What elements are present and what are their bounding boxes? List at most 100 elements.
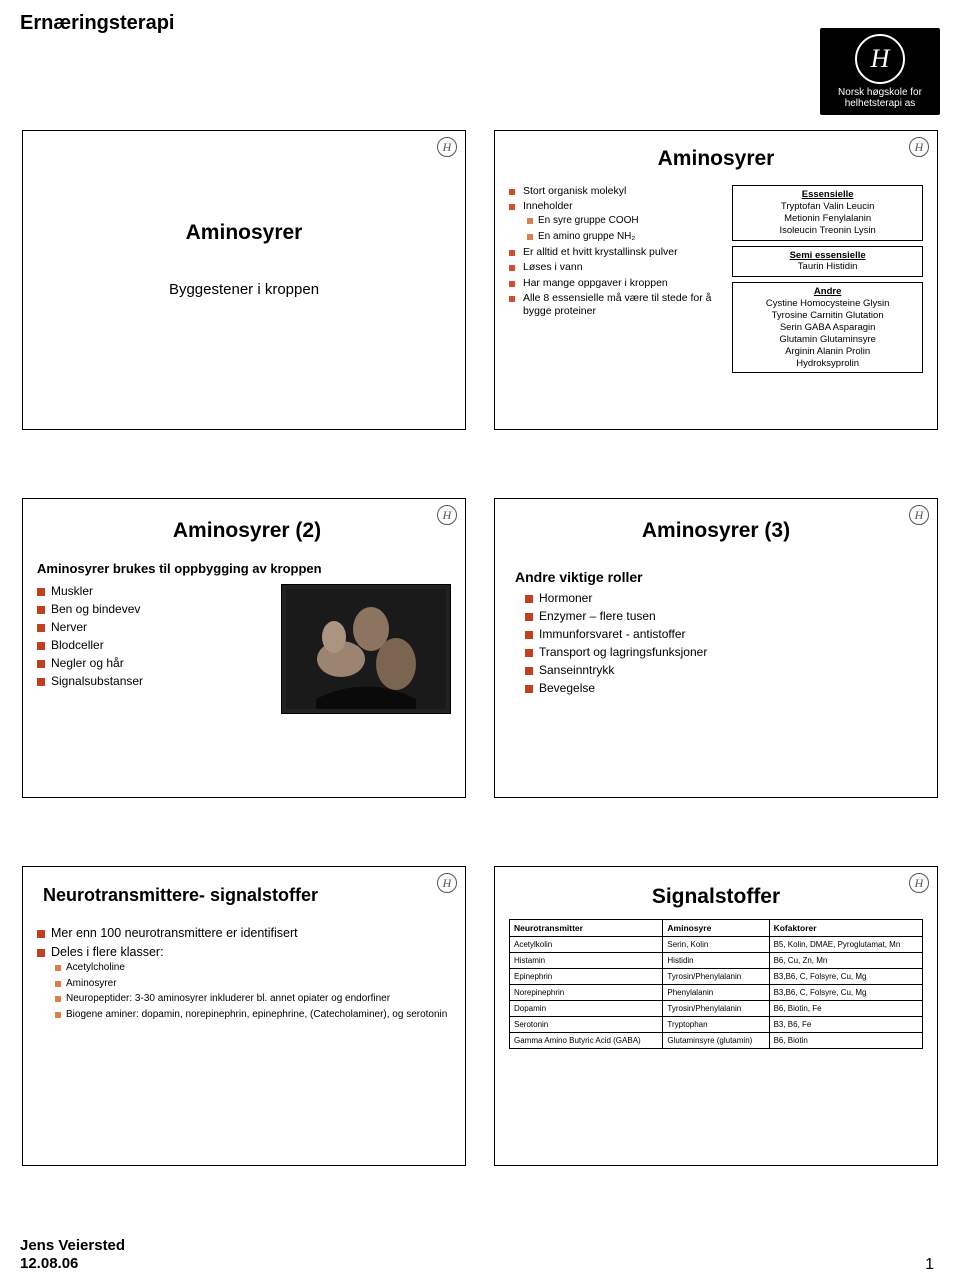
slide2-title: Aminosyrer bbox=[509, 147, 923, 171]
list-item: Stort organisk molekyl bbox=[509, 185, 724, 198]
logo-text-2: helhetsterapi as bbox=[828, 98, 932, 109]
table-cell: Acetylkolin bbox=[510, 937, 663, 953]
box-semi-body: Taurin Histidin bbox=[798, 261, 858, 272]
list-item: Biogene aminer: dopamin, norepinephrin, … bbox=[55, 1009, 451, 1022]
box-essensielle: Essensielle Tryptofan Valin Leucin Metio… bbox=[732, 185, 923, 241]
table-cell: Tyrosin/Phenylalanin bbox=[663, 1001, 769, 1017]
page-number: 1 bbox=[925, 1256, 934, 1274]
org-logo: H Norsk høgskole for helhetsterapi as bbox=[820, 28, 940, 115]
table-cell: Serotonin bbox=[510, 1017, 663, 1033]
slide-logo-icon: H bbox=[437, 505, 457, 525]
list-item: Neuropeptider: 3-30 aminosyrer inkludere… bbox=[55, 993, 451, 1006]
list-item: Enzymer – flere tusen bbox=[525, 609, 923, 624]
list-item: Transport og lagringsfunksjoner bbox=[525, 645, 923, 660]
signalstoffer-table: NeurotransmitterAminosyreKofaktorer Acet… bbox=[509, 919, 923, 1049]
list-item: Muskler bbox=[37, 584, 271, 599]
table-header: Kofaktorer bbox=[769, 920, 922, 937]
slide6-title: Signalstoffer bbox=[509, 885, 923, 909]
list-item: Mer enn 100 neurotransmittere er identif… bbox=[37, 926, 451, 942]
list-item: Har mange oppgaver i kroppen bbox=[509, 277, 724, 290]
slide-3: H Aminosyrer (2) Aminosyrer brukes til o… bbox=[22, 498, 466, 798]
box-andre-body: Cystine Homocysteine Glysin Tyrosine Car… bbox=[766, 298, 890, 368]
slide2-bullets: Stort organisk molekyl InneholderEn syre … bbox=[509, 185, 724, 318]
slide-1: H Aminosyrer Byggestener i kroppen bbox=[22, 130, 466, 430]
page-title: Ernæringsterapi bbox=[20, 12, 174, 35]
table-row: AcetylkolinSerin, KolinB5, Kolin, DMAE, … bbox=[510, 937, 923, 953]
box-andre: Andre Cystine Homocysteine Glysin Tyrosi… bbox=[732, 282, 923, 373]
slide3-lead: Aminosyrer brukes til oppbygging av krop… bbox=[37, 561, 451, 576]
list-item: Sanseinntrykk bbox=[525, 663, 923, 678]
table-row: Gamma Amino Butyric Acid (GABA)Glutamins… bbox=[510, 1033, 923, 1049]
table-cell: B6, Cu, Zn, Mn bbox=[769, 953, 922, 969]
table-cell: Tyrosin/Phenylalanin bbox=[663, 969, 769, 985]
table-cell: Dopamin bbox=[510, 1001, 663, 1017]
list-item: Acetylcholine bbox=[55, 962, 451, 975]
slide-logo-icon: H bbox=[909, 505, 929, 525]
table-row: DopaminTyrosin/PhenylalaninB6, Biotin, F… bbox=[510, 1001, 923, 1017]
table-header: Aminosyre bbox=[663, 920, 769, 937]
table-cell: Norepinephrin bbox=[510, 985, 663, 1001]
slide4-bullets: Hormoner Enzymer – flere tusen Immunforsva… bbox=[525, 591, 923, 696]
table-cell: Serin, Kolin bbox=[663, 937, 769, 953]
footer-date: 12.08.06 bbox=[20, 1255, 125, 1274]
table-header: Neurotransmitter bbox=[510, 920, 663, 937]
table-cell: B6, Biotin, Fe bbox=[769, 1001, 922, 1017]
slide5-title: Neurotransmittere- signalstoffer bbox=[43, 885, 451, 906]
list-item: Ben og bindevev bbox=[37, 602, 271, 617]
box-andre-hd: Andre bbox=[737, 286, 918, 298]
slide-logo-icon: H bbox=[909, 137, 929, 157]
slide1-title: Aminosyrer bbox=[37, 221, 451, 245]
box-semi: Semi essensielle Taurin Histidin bbox=[732, 246, 923, 278]
table-cell: Phenylalanin bbox=[663, 985, 769, 1001]
list-item: Nerver bbox=[37, 620, 271, 635]
table-cell: Epinephrin bbox=[510, 969, 663, 985]
slide3-title: Aminosyrer (2) bbox=[43, 519, 451, 543]
table-cell: B3, B6, Fe bbox=[769, 1017, 922, 1033]
table-cell: Glutaminsyre (glutamin) bbox=[663, 1033, 769, 1049]
list-item: Aminosyrer bbox=[55, 978, 451, 991]
list-item: InneholderEn syre gruppe COOHEn amino gr… bbox=[509, 200, 724, 243]
slide-logo-icon: H bbox=[437, 137, 457, 157]
table-cell: B3,B6, C, Folsyre, Cu, Mg bbox=[769, 985, 922, 1001]
table-cell: B6, Biotin bbox=[769, 1033, 922, 1049]
list-item: Bevegelse bbox=[525, 681, 923, 696]
slide-grid: H Aminosyrer Byggestener i kroppen H Ami… bbox=[22, 130, 938, 1166]
slide4-title: Aminosyrer (3) bbox=[509, 519, 923, 543]
muscle-photo bbox=[281, 584, 451, 714]
table-row: HistaminHistidinB6, Cu, Zn, Mn bbox=[510, 953, 923, 969]
list-item: Alle 8 essensielle må være til stede for… bbox=[509, 292, 724, 318]
slide-logo-icon: H bbox=[437, 873, 457, 893]
table-cell: B5, Kolin, DMAE, Pyroglutamat, Mn bbox=[769, 937, 922, 953]
table-row: EpinephrinTyrosin/PhenylalaninB3,B6, C, … bbox=[510, 969, 923, 985]
slide1-subtitle: Byggestener i kroppen bbox=[37, 281, 451, 298]
table-cell: Histidin bbox=[663, 953, 769, 969]
slide-6: H Signalstoffer NeurotransmitterAminosyr… bbox=[494, 866, 938, 1166]
table-cell: Gamma Amino Butyric Acid (GABA) bbox=[510, 1033, 663, 1049]
slide-4: H Aminosyrer (3) Andre viktige roller Ho… bbox=[494, 498, 938, 798]
list-item: Er alltid et hvitt krystallinsk pulver bbox=[509, 246, 724, 259]
slide3-bullets: Muskler Ben og bindevev Nerver Blodceller Ne… bbox=[37, 584, 271, 689]
table-row: SerotoninTryptophanB3, B6, Fe bbox=[510, 1017, 923, 1033]
slide5-bullets: Mer enn 100 neurotransmittere er identif… bbox=[37, 926, 451, 1021]
table-cell: Histamin bbox=[510, 953, 663, 969]
list-item: Deles i flere klasser:AcetylcholineAmino… bbox=[37, 945, 451, 1022]
box-ess-body: Tryptofan Valin Leucin Metionin Fenylala… bbox=[779, 201, 875, 236]
slide4-lead: Andre viktige roller bbox=[515, 569, 923, 585]
box-semi-hd: Semi essensielle bbox=[737, 250, 918, 262]
table-cell: B3,B6, C, Folsyre, Cu, Mg bbox=[769, 969, 922, 985]
list-item: Løses i vann bbox=[509, 261, 724, 274]
list-item: Hormoner bbox=[525, 591, 923, 606]
table-cell: Tryptophan bbox=[663, 1017, 769, 1033]
slide-logo-icon: H bbox=[909, 873, 929, 893]
slide-2: H Aminosyrer Stort organisk molekyl Inneh… bbox=[494, 130, 938, 430]
footer-author-block: Jens Veiersted 12.08.06 bbox=[20, 1237, 125, 1275]
box-ess-hd: Essensielle bbox=[737, 189, 918, 201]
list-item: Immunforsvaret - antistoffer bbox=[525, 627, 923, 642]
list-item: En amino gruppe NH₂ bbox=[527, 231, 724, 244]
list-item: Blodceller bbox=[37, 638, 271, 653]
footer-author: Jens Veiersted bbox=[20, 1237, 125, 1256]
list-item: En syre gruppe COOH bbox=[527, 215, 724, 228]
slide-5: H Neurotransmittere- signalstoffer Mer e… bbox=[22, 866, 466, 1166]
list-item: Negler og hår bbox=[37, 656, 271, 671]
logo-text-1: Norsk høgskole for bbox=[828, 87, 932, 98]
